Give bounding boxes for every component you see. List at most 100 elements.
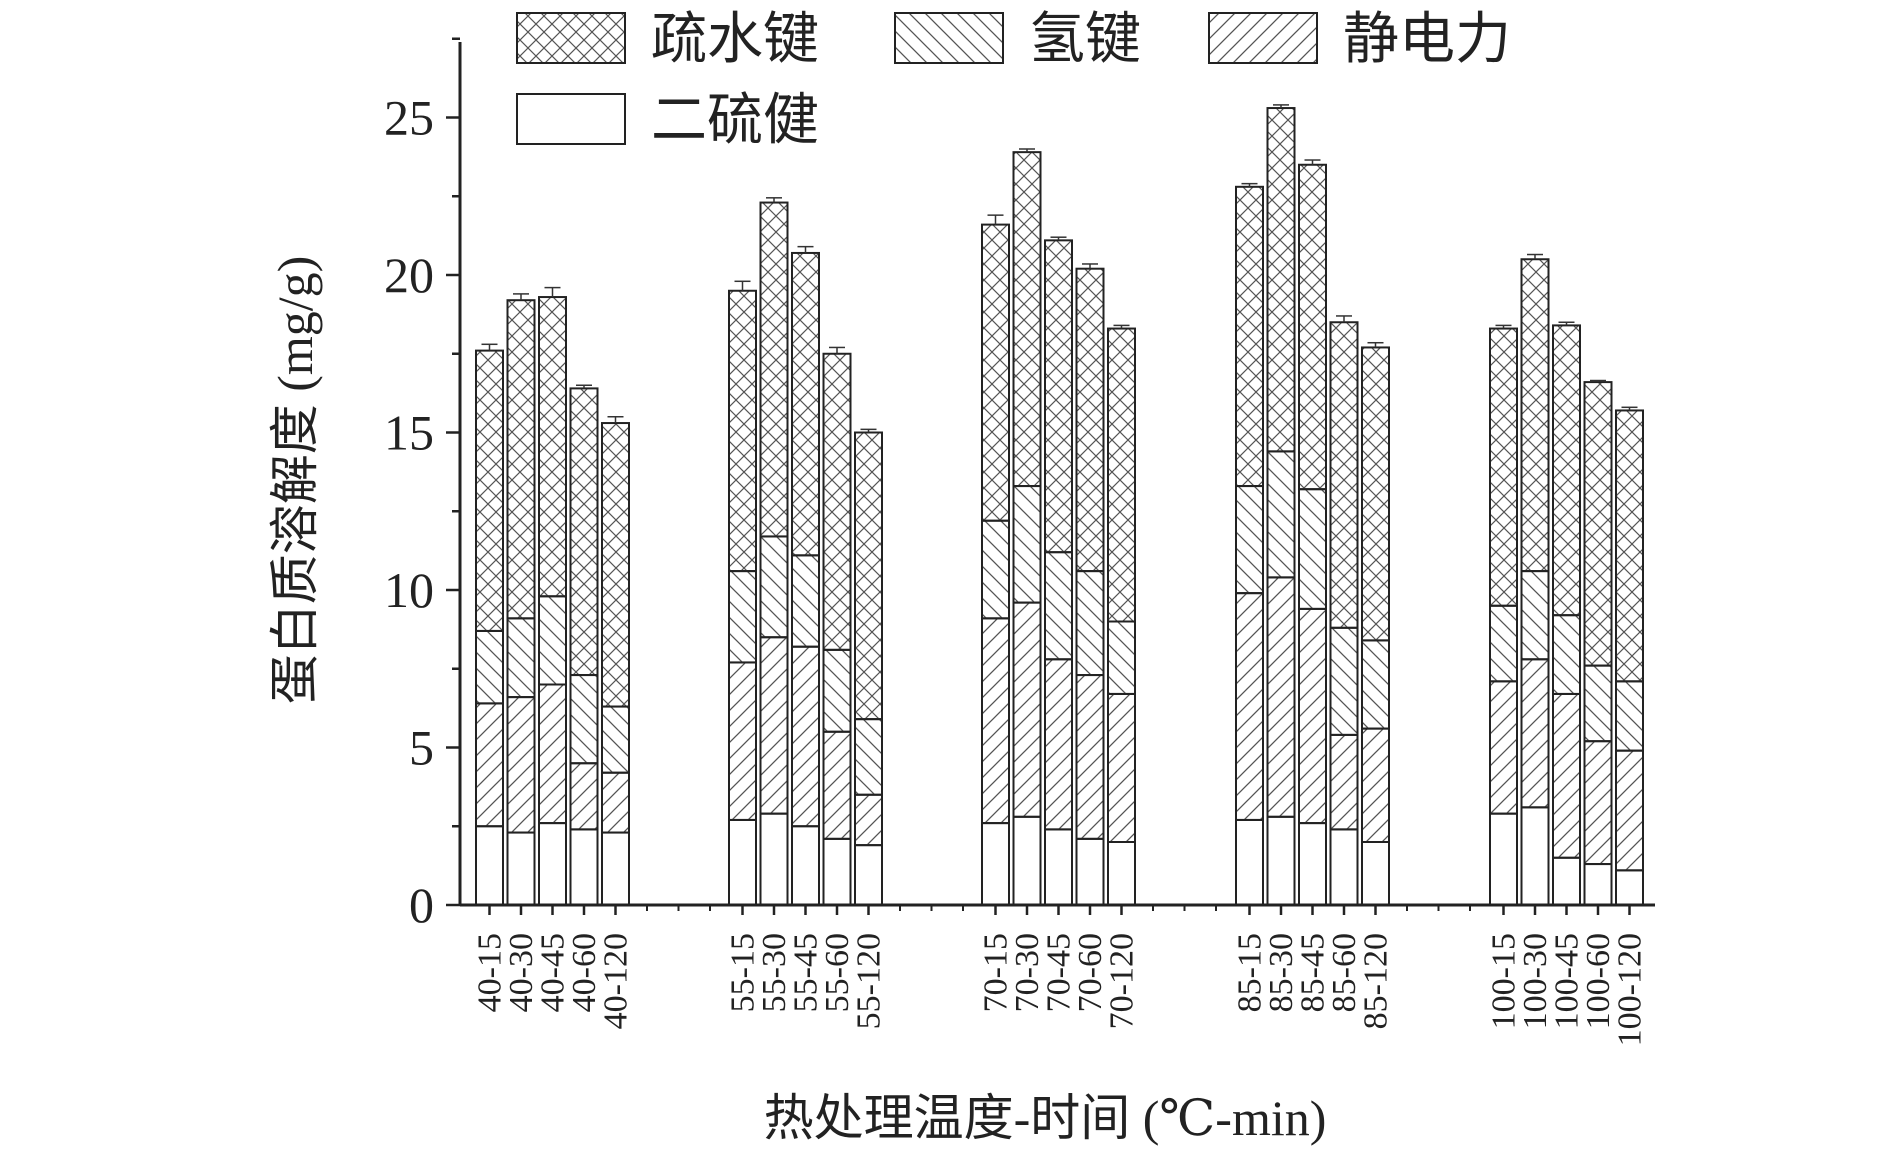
x-tick-label: 85-15 (1232, 933, 1269, 1012)
bar-segment (1075, 674, 1105, 840)
bar-segment (791, 825, 820, 906)
bar-segment (1235, 592, 1264, 821)
bar-segment (1520, 258, 1550, 573)
bar-segment (1520, 570, 1550, 661)
y-tick-label: 0 (409, 877, 434, 933)
bar-segment (728, 570, 757, 664)
bar-segment (791, 554, 820, 648)
bar-segment (1583, 664, 1613, 743)
bar-segment (475, 702, 504, 828)
bar-segment (1552, 614, 1581, 695)
x-tick-label: 40-120 (598, 933, 635, 1029)
bar-segment (538, 595, 567, 686)
bar-segment (1489, 812, 1518, 907)
bar-segment (1329, 828, 1359, 907)
bar-segment (854, 793, 883, 847)
bar-segment (759, 636, 789, 815)
x-tick-label: 100-120 (1612, 933, 1649, 1046)
bar-segment (981, 223, 1010, 522)
x-tick-label: 70-45 (1041, 933, 1078, 1012)
error-bars (481, 104, 1638, 433)
bar-segment (475, 349, 504, 632)
bar-segment (854, 718, 883, 796)
bar-segment (1489, 604, 1518, 683)
x-tick-label: 70-30 (1009, 933, 1046, 1012)
y-tick-label: 15 (384, 405, 434, 461)
bar-segment (822, 730, 852, 840)
bar-segment (569, 828, 599, 907)
legend-swatch (516, 12, 626, 64)
bar-segment (1298, 163, 1327, 491)
bar-segment (1489, 327, 1518, 607)
bar-segment (1615, 409, 1644, 683)
x-tick-label: 40-30 (503, 933, 540, 1012)
bar-segment (538, 296, 567, 598)
x-tick-label: 40-60 (566, 933, 603, 1012)
bar-segment (728, 661, 757, 821)
y-tick-label: 5 (409, 720, 434, 776)
bar-segment (1583, 863, 1613, 906)
bar-segment (1298, 822, 1327, 906)
bar-segment (1107, 841, 1136, 906)
bar-segment (981, 822, 1010, 906)
bar-segment (506, 617, 536, 699)
bar-segment (1012, 815, 1042, 906)
x-tick-label: 100-45 (1549, 933, 1586, 1029)
bar-segment (1552, 324, 1581, 617)
x-tick-label: 85-60 (1326, 933, 1363, 1012)
legend-label: 二硫健 (651, 90, 819, 152)
bar-segment (791, 645, 820, 828)
legend-swatch (1208, 12, 1318, 64)
bar-segment (759, 812, 789, 907)
bar-segment (1361, 346, 1390, 642)
bar-segment (1615, 749, 1644, 872)
bar-segment (822, 352, 852, 651)
x-tick-label: 70-120 (1104, 933, 1141, 1029)
bar-segment (1235, 485, 1264, 595)
bar-segment (1012, 601, 1042, 818)
bar-segment (506, 831, 536, 906)
x-tick-label: 55-120 (851, 933, 888, 1029)
bar-segment (601, 422, 630, 708)
bar-segment (1266, 815, 1296, 906)
bar-segment (1615, 869, 1644, 906)
bar-segment (1107, 692, 1136, 844)
bar-segment (475, 825, 504, 906)
bar-segment (1044, 551, 1073, 661)
bar-segment (791, 251, 820, 557)
bar-segment (1107, 327, 1136, 623)
legend-label: 静电力 (1343, 9, 1511, 71)
bar-segment (1075, 570, 1105, 677)
x-tick-label: 55-30 (756, 933, 793, 1012)
bar-segment (1044, 828, 1073, 907)
bar-segment (728, 818, 757, 907)
x-tick-label: 100-30 (1517, 933, 1554, 1029)
bar-segment (1361, 841, 1390, 906)
bar-segment (1329, 733, 1359, 831)
y-axis-title: 蛋白质溶解度 (mg/g) (267, 256, 323, 705)
bar-segment (475, 629, 504, 705)
bar-segment (1235, 818, 1264, 907)
x-tick-label: 55-15 (725, 933, 762, 1012)
x-tick-label: 85-30 (1263, 933, 1300, 1012)
bar-segment (1235, 185, 1264, 488)
bar-segment (728, 289, 757, 573)
bar-segment (1520, 658, 1550, 809)
bar-segment (759, 201, 789, 538)
x-tick-label: 85-120 (1358, 933, 1395, 1029)
bar-segment (569, 674, 599, 765)
bar-segment (601, 831, 630, 906)
bar-segment (981, 519, 1010, 620)
y-ticks: 0 5 10 15 20 25 (384, 37, 460, 933)
bar-segment (1583, 381, 1613, 667)
bar-segment (1298, 607, 1327, 825)
bar-segment (1329, 321, 1359, 629)
x-tick-label: 40-45 (535, 933, 572, 1012)
bar-segment (1329, 626, 1359, 736)
x-axis-title: 热处理温度-时间 (℃-min) (764, 1090, 1327, 1146)
bar-segment (1012, 485, 1042, 604)
bars (475, 107, 1644, 907)
bar-segment (1266, 450, 1296, 579)
